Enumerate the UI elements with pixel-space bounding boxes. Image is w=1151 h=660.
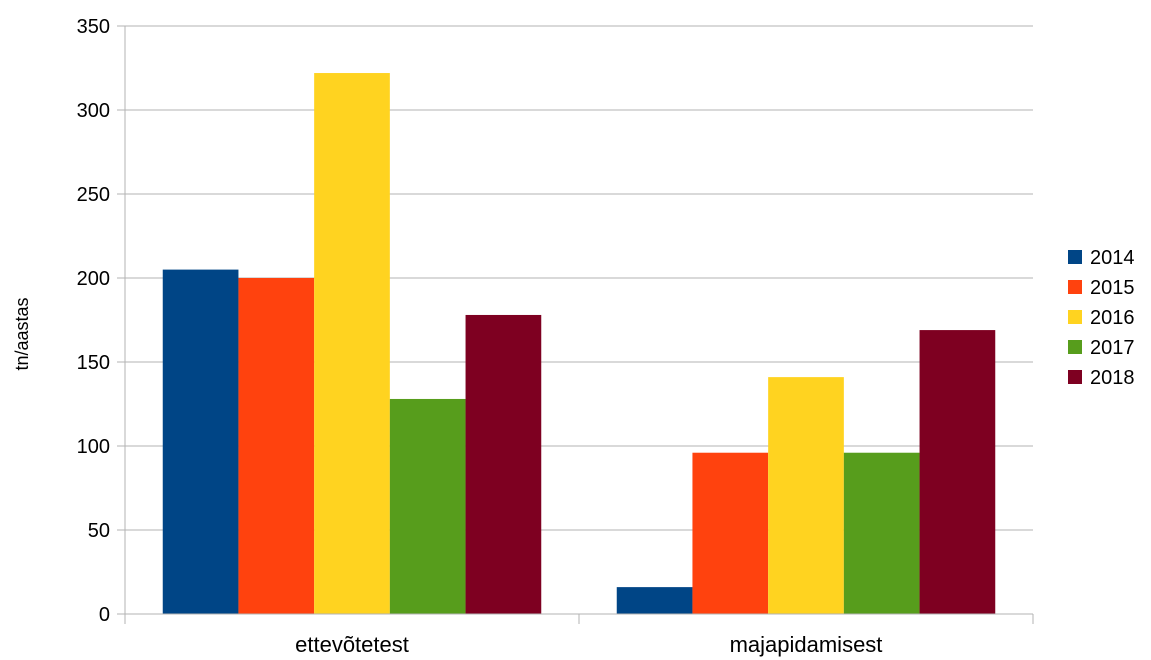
bar-2017-ettevõtetest xyxy=(389,398,466,614)
y-axis-title: tn/aastas xyxy=(12,297,32,370)
axes xyxy=(124,26,1034,624)
y-tick-label: 300 xyxy=(77,100,110,122)
x-category-label: majapidamisest xyxy=(730,632,883,657)
bar-2014-ettevõtetest xyxy=(162,269,239,614)
bars xyxy=(162,73,996,615)
legend-swatch-2015 xyxy=(1068,280,1082,294)
y-tick-labels: 0 50 100 150 200 250 300 350 xyxy=(77,16,110,626)
legend-label: 2016 xyxy=(1090,307,1135,329)
bar-2016-majapidamisest xyxy=(768,377,844,614)
legend-swatch-2014 xyxy=(1068,250,1082,264)
y-tick-label: 50 xyxy=(88,520,110,542)
legend: 2014 2015 2016 2017 2018 xyxy=(1068,247,1135,389)
legend-swatch-2016 xyxy=(1068,310,1082,324)
y-tick-label: 250 xyxy=(77,184,110,206)
bar-2018-majapidamisest xyxy=(919,330,996,614)
legend-swatch-2017 xyxy=(1068,340,1082,354)
bar-2018-ettevõtetest xyxy=(465,314,542,614)
y-tick-label: 350 xyxy=(77,16,110,38)
bar-2015-ettevõtetest xyxy=(238,278,315,614)
y-tick-label: 200 xyxy=(77,268,110,290)
y-tick-label: 0 xyxy=(99,604,110,626)
bar-2017-majapidamisest xyxy=(843,452,920,614)
legend-swatch-2018 xyxy=(1068,370,1082,384)
legend-label: 2017 xyxy=(1090,337,1135,359)
bar-2014-majapidamisest xyxy=(616,587,693,614)
legend-label: 2014 xyxy=(1090,247,1135,269)
legend-label: 2015 xyxy=(1090,277,1135,299)
bar-2015-majapidamisest xyxy=(692,452,769,614)
bar-2016-ettevõtetest xyxy=(314,73,390,615)
legend-label: 2018 xyxy=(1090,367,1135,389)
y-tick-label: 100 xyxy=(77,436,110,458)
x-category-label: ettevõtetest xyxy=(295,632,409,657)
y-tick-label: 150 xyxy=(77,352,110,374)
x-category-labels: ettevõtetest majapidamisest xyxy=(295,632,882,657)
